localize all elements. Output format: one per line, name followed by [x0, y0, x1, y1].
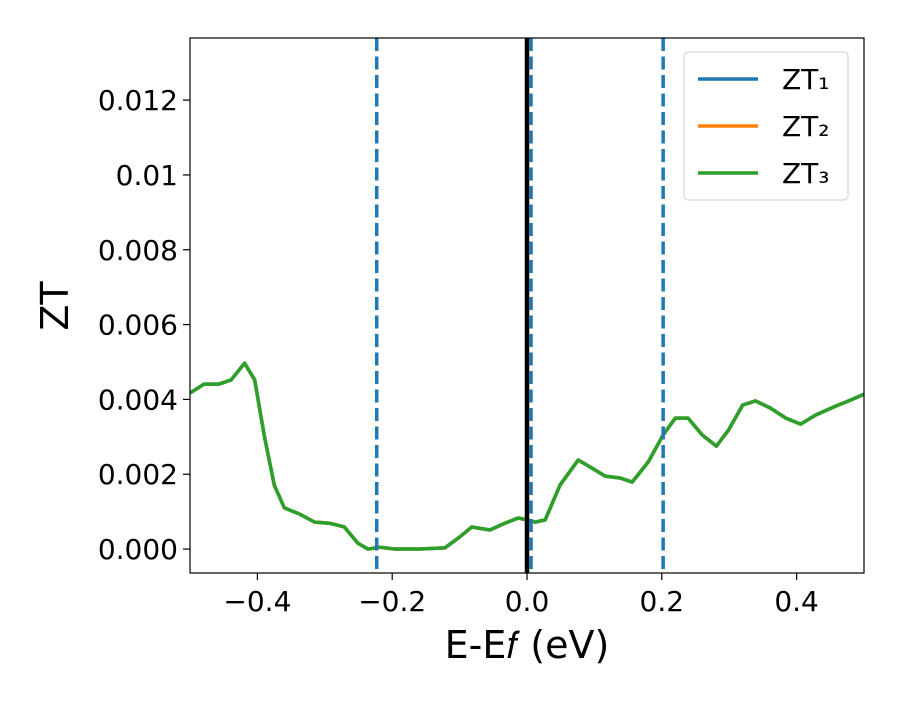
legend-box: [683, 51, 849, 201]
y-tick-label: 0.000: [98, 533, 178, 566]
y-axis-label: ZT: [33, 281, 77, 331]
legend-label: ZT₂: [782, 110, 830, 143]
y-tick-label: 0.006: [98, 309, 178, 342]
plot-frame: [189, 37, 865, 574]
x-tick-label: −0.2: [358, 585, 426, 618]
y-tick-label: 0.01: [116, 159, 178, 192]
x-tick-label: −0.4: [223, 585, 291, 618]
y-tick-label: 0.002: [98, 458, 178, 491]
y-tick-label: 0.012: [98, 84, 178, 117]
x-tick-label: 0.2: [640, 585, 685, 618]
y-tick-label: 0.008: [98, 234, 178, 267]
legend-label: ZT₁: [782, 63, 830, 96]
x-tick-label: 0.0: [505, 585, 550, 618]
legend-label: ZT₃: [782, 157, 830, 190]
x-tick-label: 0.4: [774, 585, 819, 618]
y-tick-label: 0.004: [98, 383, 178, 416]
x-axis-label: E-E𝑓 (eV): [445, 623, 610, 667]
